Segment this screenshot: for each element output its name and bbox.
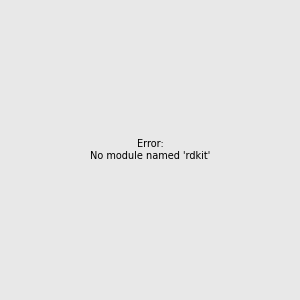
Text: Error:
No module named 'rdkit': Error: No module named 'rdkit' (90, 139, 210, 161)
